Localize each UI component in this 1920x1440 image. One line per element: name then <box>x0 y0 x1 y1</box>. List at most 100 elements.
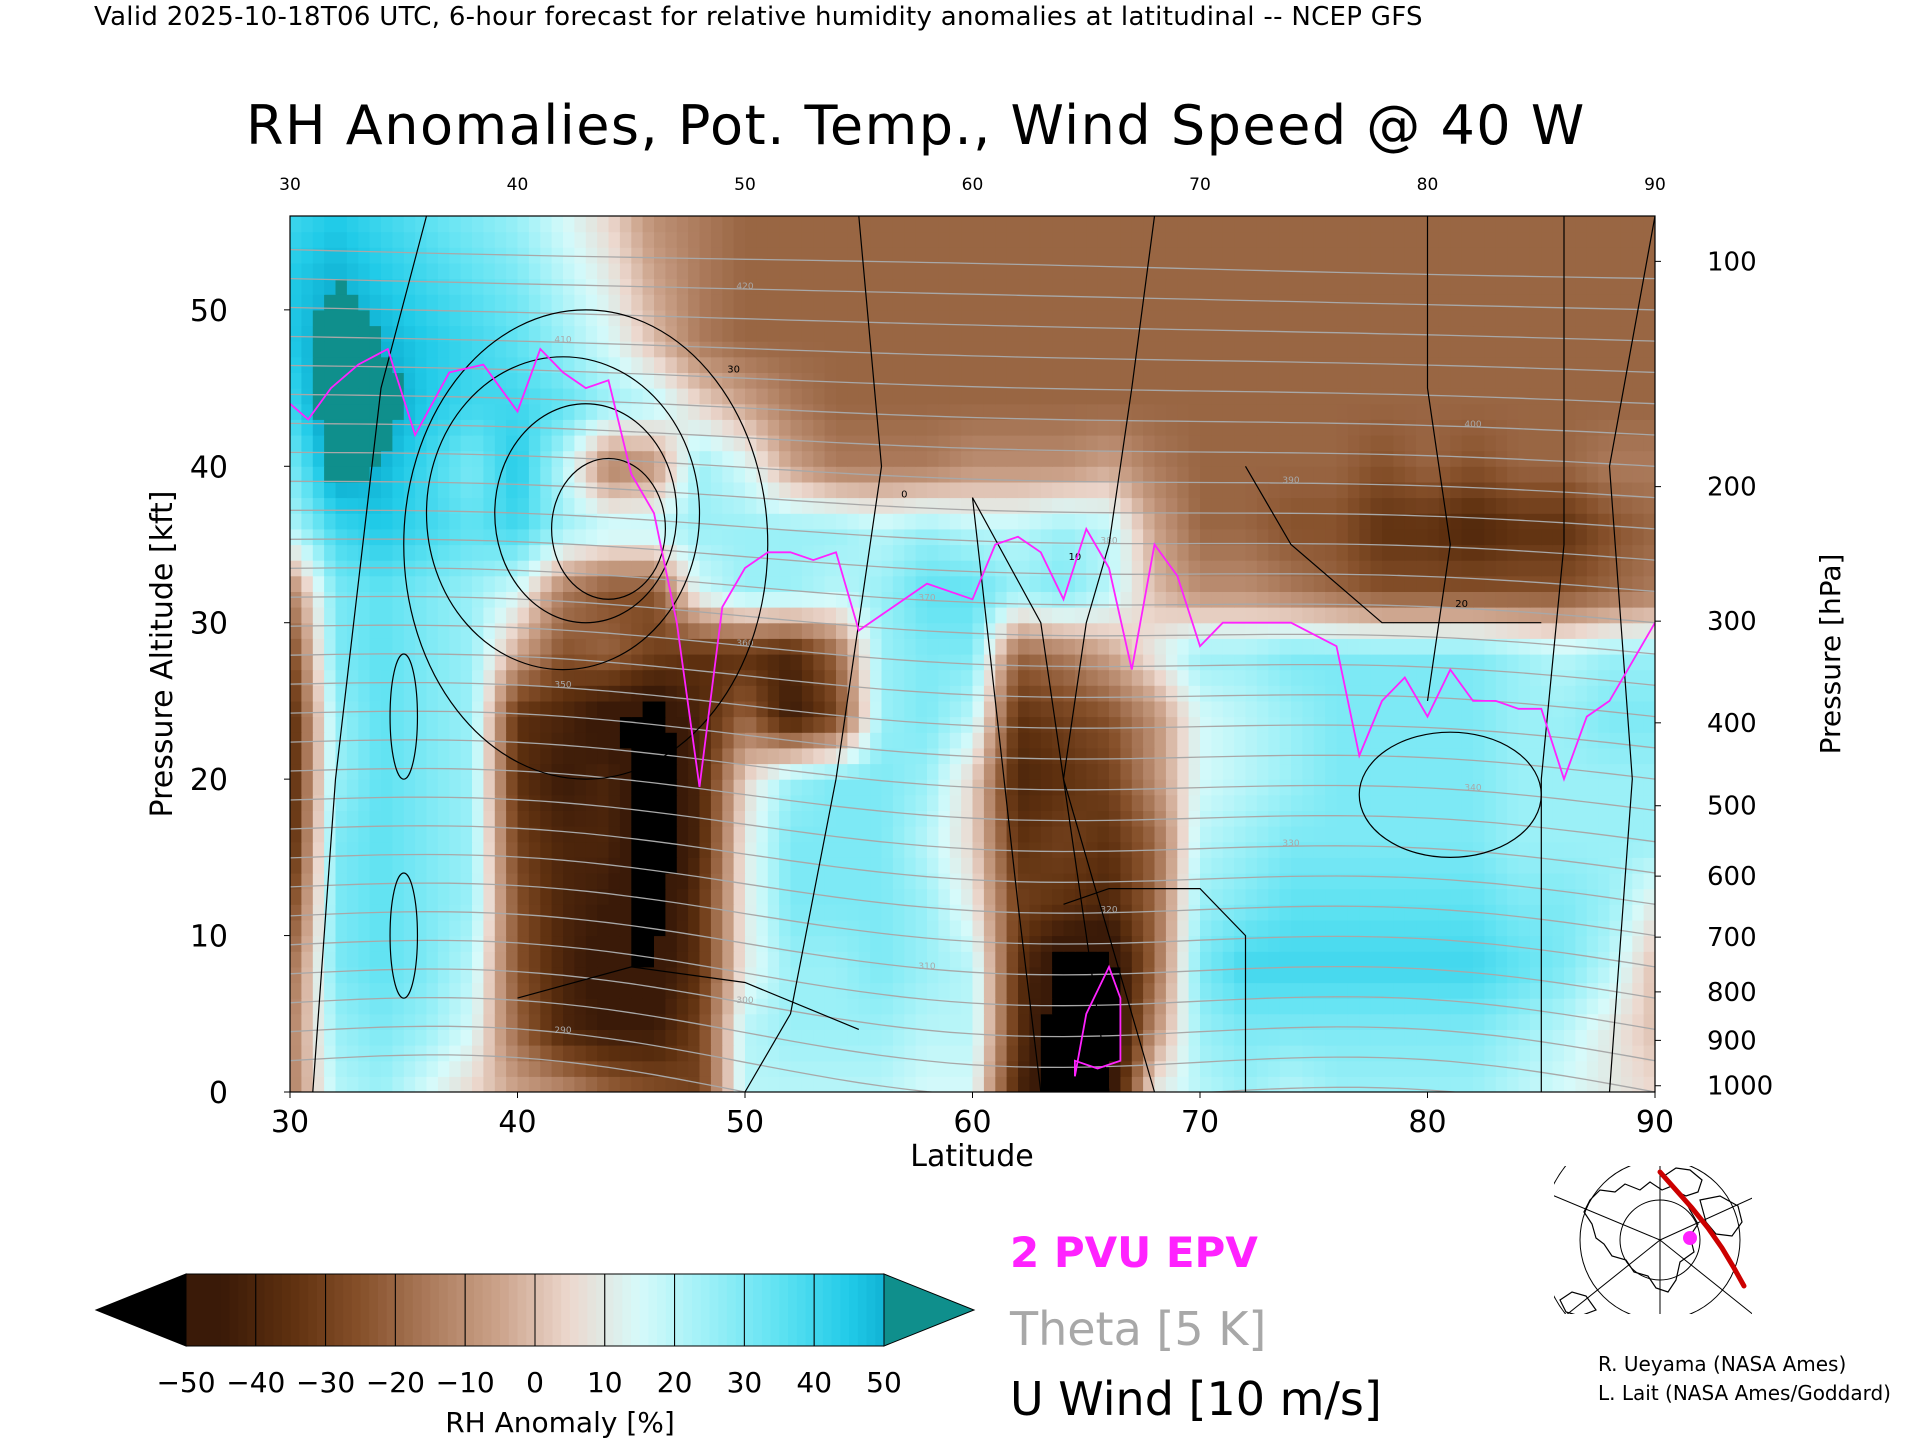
rh-cell <box>995 513 1008 530</box>
rh-cell <box>1473 826 1485 843</box>
rh-cell <box>688 888 701 905</box>
rh-cell <box>642 873 655 890</box>
rh-cell <box>1256 1013 1269 1030</box>
rh-cell <box>460 638 473 655</box>
rh-cell <box>1575 841 1588 858</box>
rh-cell <box>346 779 359 796</box>
rh-cell <box>392 1013 405 1030</box>
rh-cell <box>1040 575 1053 592</box>
rh-cell <box>1347 685 1360 702</box>
rh-cell <box>472 497 484 514</box>
rh-cell <box>1291 888 1303 905</box>
rh-cell <box>1370 685 1383 702</box>
rh-cell <box>756 685 769 702</box>
rh-cell <box>654 622 666 639</box>
rh-cell <box>517 575 530 592</box>
rh-cell <box>1165 669 1178 686</box>
rh-cell <box>790 591 803 608</box>
rh-cell <box>324 716 337 733</box>
rh-cell <box>1302 1029 1315 1046</box>
rh-cell <box>1541 575 1554 592</box>
rh-cell <box>847 575 860 592</box>
rh-cell <box>1074 951 1087 968</box>
rh-cell <box>1438 700 1451 718</box>
rh-cell <box>1598 700 1611 718</box>
rh-cell <box>1222 888 1235 905</box>
rh-cell <box>1074 732 1087 749</box>
rh-cell <box>1268 982 1281 999</box>
rh-cell <box>733 747 746 765</box>
rh-cell <box>790 841 803 858</box>
rh-cell <box>983 654 996 671</box>
rh-cell <box>1529 622 1542 639</box>
rh-cell <box>1086 794 1099 811</box>
rh-cell <box>1154 966 1167 984</box>
rh-cell <box>1609 622 1622 639</box>
rh-cell <box>1416 450 1429 467</box>
rh-cell <box>1586 622 1599 639</box>
rh-cell <box>1131 919 1144 937</box>
rh-cell <box>426 1076 439 1092</box>
rh-cell <box>688 794 701 811</box>
rh-cell <box>1177 935 1190 952</box>
rh-cell <box>983 888 996 905</box>
rh-cell <box>1495 575 1508 592</box>
rh-cell <box>460 591 473 608</box>
rh-cell <box>1473 1029 1485 1046</box>
rh-cell <box>961 873 974 890</box>
rh-cell <box>1347 935 1360 952</box>
rh-cell <box>585 966 598 984</box>
rh-cell <box>870 450 883 467</box>
rh-cell <box>665 763 678 780</box>
rh-cell <box>1461 669 1474 686</box>
rh-cell <box>631 794 644 811</box>
rh-cell <box>1097 998 1110 1015</box>
rh-cell <box>1393 497 1406 514</box>
rh-cell <box>460 1013 473 1030</box>
rh-cell <box>392 982 405 999</box>
rh-cell <box>983 716 996 733</box>
rh-cell <box>642 591 655 608</box>
rh-cell <box>722 904 735 921</box>
rh-cell <box>392 528 405 546</box>
rh-cell <box>847 1060 860 1077</box>
rh-cell <box>1006 544 1019 561</box>
rh-cell <box>927 982 939 999</box>
rh-cell <box>1154 591 1167 608</box>
rh-cell <box>301 607 314 624</box>
rh-cell <box>324 1045 337 1062</box>
rh-cell <box>1302 919 1315 937</box>
rh-cell <box>790 560 803 577</box>
rh-cell <box>1495 763 1508 780</box>
rh-cell <box>540 732 553 749</box>
rh-cell <box>972 654 985 671</box>
rh-cell <box>392 810 405 827</box>
rh-cell <box>836 607 848 624</box>
rh-cell <box>403 1060 416 1077</box>
rh-cell <box>1495 982 1508 999</box>
rh-cell <box>1586 951 1599 968</box>
rh-cell <box>1302 481 1315 499</box>
rh-cell <box>904 998 917 1015</box>
rh-cell <box>312 513 325 530</box>
rh-cell <box>1279 982 1292 999</box>
rh-cell <box>1404 810 1417 827</box>
rh-cell <box>1268 826 1281 843</box>
rh-cell <box>1438 998 1451 1015</box>
rh-cell <box>1507 857 1520 874</box>
rh-cell <box>1620 513 1633 530</box>
rh-cell <box>949 732 962 749</box>
rh-cell <box>972 826 985 843</box>
rh-cell <box>1131 998 1144 1015</box>
rh-cell <box>449 716 462 733</box>
rh-cell <box>415 654 428 671</box>
rh-cell <box>870 1045 883 1062</box>
rh-cell <box>369 435 382 452</box>
rh-cell <box>1643 982 1655 999</box>
rh-cell <box>1586 904 1599 921</box>
rh-cell <box>528 654 541 671</box>
rh-cell <box>346 763 359 780</box>
rh-cell <box>813 481 826 499</box>
rh-cell <box>983 513 996 530</box>
rh-cell <box>335 873 348 890</box>
